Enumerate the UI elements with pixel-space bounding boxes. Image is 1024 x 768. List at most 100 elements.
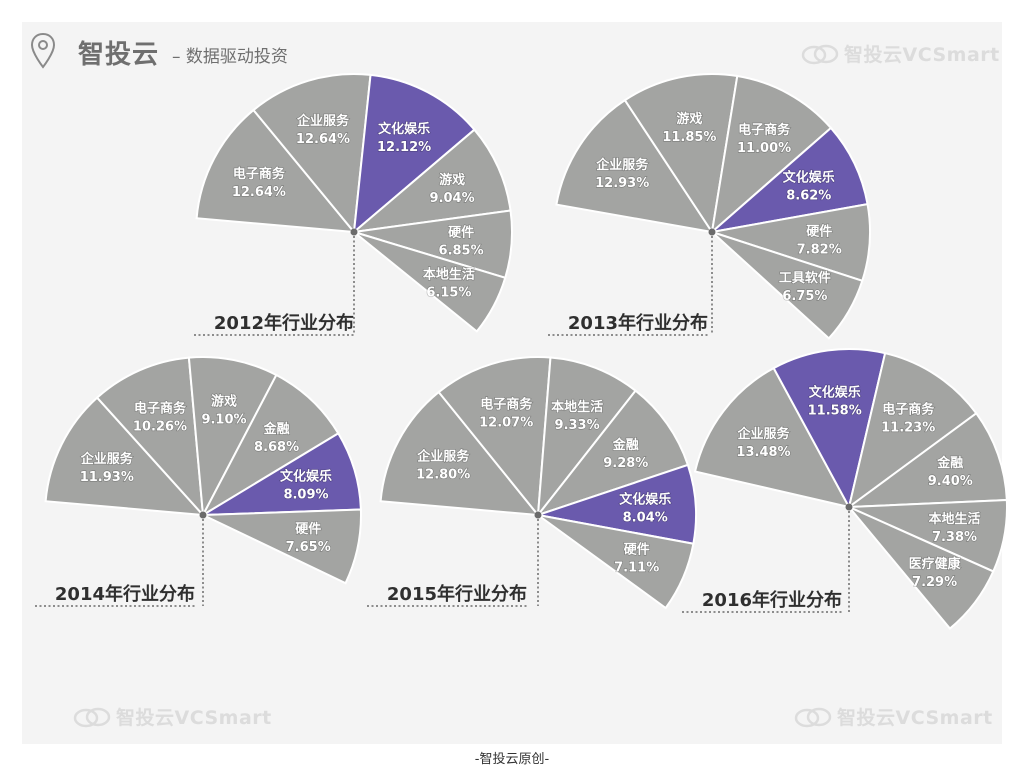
slice-category-label: 文化娱乐	[783, 169, 835, 185]
slice-value-label: 12.64%	[232, 185, 286, 200]
watermark-text: 智投云VCSmart	[116, 707, 272, 729]
slice-value-label: 7.65%	[286, 540, 331, 555]
pie-slice	[536, 356, 637, 519]
slice-value-label: 13.48%	[736, 445, 790, 460]
pie-slice	[202, 508, 362, 585]
slice-category-label: 硬件	[624, 541, 650, 557]
slice-category-label: 金融	[936, 455, 963, 471]
pie-slice	[847, 351, 978, 510]
pie-slice	[848, 506, 995, 630]
slice-value-label: 7.29%	[912, 575, 957, 590]
slice-category-label: 游戏	[439, 172, 465, 188]
slice-category-label: 电子商务	[233, 166, 286, 182]
footer-credit: -智投云原创-	[474, 752, 550, 767]
slice-value-label: 9.04%	[430, 191, 475, 206]
slice-category-label: 文化娱乐	[619, 492, 671, 508]
pie-slice	[353, 231, 507, 333]
pie-slice	[200, 373, 340, 518]
slice-category-label: 游戏	[676, 111, 702, 127]
pie-slice	[693, 366, 851, 509]
slice-value-label: 11.00%	[737, 141, 791, 156]
slice-category-label: 硬件	[295, 521, 321, 537]
slice-value-label: 7.11%	[614, 560, 659, 575]
slice-value-label: 8.68%	[254, 440, 299, 455]
pie-slice	[845, 411, 1008, 509]
slice-category-label: 企业服务	[416, 449, 470, 465]
slice-value-label: 12.93%	[595, 176, 649, 191]
pie-slice	[437, 356, 552, 518]
brand-title: 智投云	[78, 40, 160, 70]
slice-value-label: 6.15%	[426, 285, 471, 300]
brand-tagline: – 数据驱动投资	[172, 47, 288, 67]
pie-slice	[95, 356, 205, 518]
slice-value-label: 8.04%	[623, 511, 668, 526]
slice-category-label: 本地生活	[423, 266, 475, 282]
slice-value-label: 9.10%	[201, 413, 246, 428]
pie-slice	[195, 108, 357, 234]
slice-value-label: 6.75%	[782, 289, 827, 304]
pie-slice	[379, 390, 541, 517]
slice-value-label: 12.12%	[377, 140, 431, 155]
pie-slice	[44, 396, 206, 517]
slice-value-label: 11.58%	[808, 404, 862, 419]
slice-category-label: 工具软件	[779, 270, 831, 286]
slice-value-label: 11.93%	[80, 470, 134, 485]
slice-category-label: 企业服务	[80, 451, 134, 467]
slice-value-label: 7.38%	[932, 530, 977, 545]
pie-chart-1: 电子商务 12.64% 企业服务 12.64% 文化娱乐 12.12% 游戏 9.04% 硬件 6…	[194, 73, 513, 336]
slice-category-label: 本地生活	[928, 511, 980, 527]
chart-title: 2015年行业分布	[387, 583, 527, 605]
slice-value-label: 7.82%	[797, 242, 842, 257]
slice-value-label: 12.07%	[479, 415, 533, 430]
pie-center-dot	[199, 511, 207, 519]
slice-category-label: 企业服务	[595, 157, 649, 173]
slice-category-label: 医疗健康	[909, 556, 962, 572]
slice-category-label: 硬件	[448, 225, 474, 241]
pie-chart-5: 企业服务 13.48% 文化娱乐 11.58% 电子商务 11.23% 金融 9.40% 本地生…	[682, 348, 1008, 630]
slice-value-label: 6.85%	[439, 244, 484, 259]
slice-category-label: 文化娱乐	[378, 121, 430, 137]
slice-category-label: 企业服务	[296, 113, 350, 129]
slice-value-label: 12.64%	[296, 132, 350, 147]
slice-category-label: 游戏	[211, 394, 237, 410]
pie-chart-3: 企业服务 11.93% 电子商务 10.26% 游戏 9.10% 金融 8.68% 文化娱乐 8.…	[35, 356, 362, 607]
pie-slice	[710, 74, 833, 235]
slice-category-label: 本地生活	[551, 399, 603, 415]
watermark-text: 智投云VCSmart	[837, 707, 993, 729]
slice-value-label: 9.28%	[603, 456, 648, 471]
pie-slice	[535, 389, 690, 518]
slice-category-label: 文化娱乐	[280, 468, 332, 484]
vcsmart-logo-icon	[801, 44, 839, 64]
slice-category-label: 电子商务	[134, 401, 187, 417]
chart-title: 2014年行业分布	[55, 583, 195, 605]
slice-value-label: 8.62%	[786, 188, 831, 203]
pie-slice	[623, 73, 739, 235]
pie-chart-2: 企业服务 12.93% 游戏 11.85% 电子商务 11.00% 文化娱乐 8.62% 硬件 7…	[548, 73, 871, 340]
slice-value-label: 9.40%	[928, 474, 973, 489]
chart-title: 2013年行业分布	[568, 312, 708, 334]
slice-category-label: 电子商务	[738, 122, 791, 138]
slice-value-label: 12.80%	[416, 468, 470, 483]
slice-value-label: 9.33%	[555, 418, 600, 433]
slice-category-label: 文化娱乐	[809, 385, 861, 401]
slice-value-label: 11.85%	[662, 130, 716, 145]
vcsmart-logo-icon	[73, 707, 111, 727]
pie-center-dot	[708, 228, 716, 236]
slice-category-label: 金融	[612, 437, 639, 453]
watermark-text: 智投云VCSmart	[844, 44, 1000, 66]
slice-category-label: 硬件	[806, 223, 832, 239]
watermark-bottom-right: 智投云VCSmart	[793, 703, 993, 730]
pie-chart-4: 企业服务 12.80% 电子商务 12.07% 本地生活 9.33% 金融 9.28% 文化娱乐…	[367, 356, 697, 610]
watermark-top-right: 智投云VCSmart	[800, 40, 1000, 67]
slice-category-label: 金融	[263, 421, 290, 437]
vcsmart-logo-icon	[794, 707, 832, 727]
pie-slice	[555, 98, 715, 234]
slice-value-label: 11.23%	[881, 420, 935, 435]
watermark-bottom-left: 智投云VCSmart	[72, 703, 272, 730]
pie-slice	[187, 356, 278, 519]
slice-category-label: 电子商务	[882, 401, 935, 417]
chart-title: 2012年行业分布	[214, 312, 354, 334]
pie-center-dot	[845, 503, 853, 511]
pie-slice	[350, 128, 512, 234]
